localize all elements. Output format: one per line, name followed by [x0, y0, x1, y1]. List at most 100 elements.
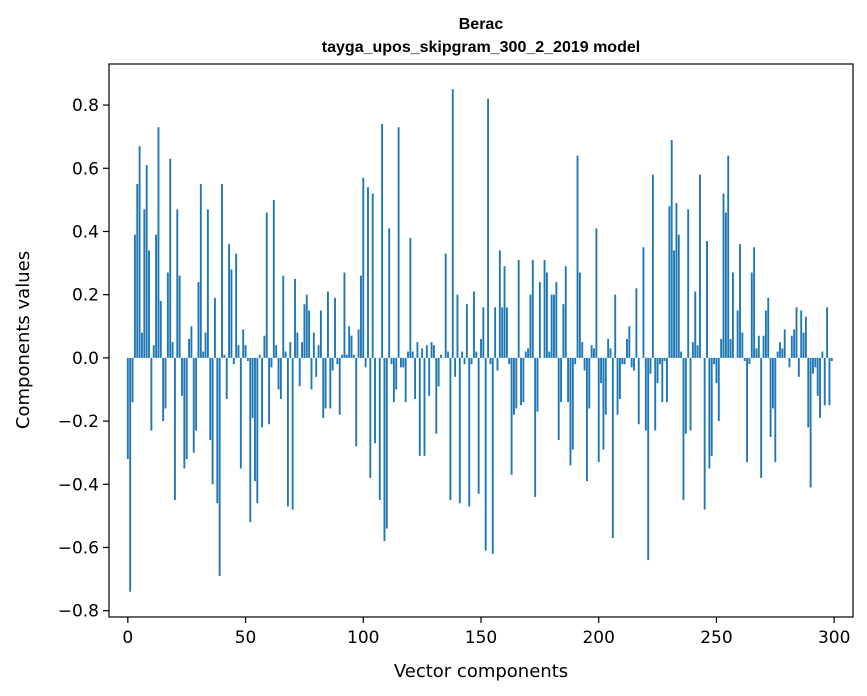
bar — [618, 357, 621, 399]
bar — [649, 357, 652, 374]
bar — [211, 357, 214, 485]
bar — [470, 357, 473, 365]
bar — [232, 357, 235, 365]
bar — [597, 357, 600, 463]
bar — [352, 354, 355, 358]
bar — [731, 272, 734, 358]
bar — [126, 357, 129, 459]
bar — [628, 326, 631, 358]
bar — [779, 342, 781, 358]
bar — [235, 253, 238, 358]
bar — [604, 357, 607, 415]
bar — [484, 357, 487, 551]
bar — [138, 146, 141, 358]
bar — [206, 209, 209, 358]
bar — [621, 357, 624, 365]
bar — [225, 357, 228, 399]
bar — [279, 357, 282, 399]
bar — [157, 127, 160, 358]
bar — [708, 357, 711, 469]
bar — [724, 212, 727, 358]
x-axis-label: Vector components — [394, 661, 568, 682]
bar — [465, 304, 468, 358]
bar — [633, 357, 635, 371]
bar — [538, 282, 541, 358]
x-tick-label: 250 — [700, 628, 732, 648]
bar — [480, 338, 482, 358]
bar — [404, 357, 407, 403]
bar — [472, 291, 475, 358]
bar — [501, 307, 504, 358]
bar — [581, 342, 584, 358]
bar — [691, 342, 694, 358]
bar — [148, 250, 150, 358]
bar — [739, 244, 741, 358]
bar — [246, 357, 249, 362]
bar — [152, 345, 155, 358]
bar — [169, 158, 172, 358]
chart-subtitle: tayga_upos_skipgram_300_2_2019 model — [322, 39, 640, 56]
bar — [475, 351, 478, 358]
bar — [687, 209, 690, 358]
bar — [524, 351, 527, 358]
bar — [802, 332, 805, 358]
bar — [131, 357, 134, 403]
bar — [301, 342, 304, 358]
bar — [498, 250, 501, 358]
bar — [447, 351, 449, 358]
bar — [230, 269, 233, 358]
bar — [298, 357, 301, 387]
bar — [371, 193, 374, 358]
bar — [162, 357, 165, 422]
bar — [819, 357, 821, 418]
bar — [197, 282, 200, 358]
y-axis-ticks: −0.8 −0.6 −0.4 −0.2 0.0 0.2 0.4 0.6 0.8 — [58, 96, 109, 622]
bar — [823, 357, 826, 406]
bar — [416, 342, 419, 358]
bar — [793, 329, 796, 358]
bar — [289, 342, 292, 358]
bar — [804, 316, 807, 358]
bar — [494, 307, 497, 358]
y-tick-label: 0.6 — [72, 159, 99, 179]
bar — [181, 357, 183, 396]
bar — [715, 357, 718, 384]
bar — [362, 177, 365, 358]
bar — [449, 357, 452, 501]
bar — [364, 357, 367, 368]
bar — [670, 139, 673, 358]
bar — [505, 307, 508, 358]
bar — [623, 357, 626, 365]
bar — [487, 98, 490, 358]
bar — [461, 351, 464, 358]
bar — [202, 351, 205, 358]
bar — [423, 357, 426, 456]
bar — [463, 357, 466, 365]
bar — [209, 357, 212, 441]
bar — [390, 357, 393, 365]
bar — [133, 234, 136, 358]
bar — [764, 310, 767, 358]
bar — [774, 357, 777, 463]
bar — [173, 357, 176, 501]
bar — [800, 310, 803, 358]
bar — [322, 357, 325, 418]
bar — [722, 193, 725, 358]
bar — [397, 127, 400, 358]
bar — [616, 357, 619, 415]
bar — [654, 357, 657, 431]
bar — [729, 338, 732, 358]
bar — [783, 329, 786, 358]
bar — [790, 335, 793, 358]
bar — [345, 354, 348, 358]
bar — [503, 266, 506, 358]
bar — [188, 338, 190, 358]
bar — [421, 348, 424, 358]
bar — [145, 165, 148, 358]
bar — [418, 357, 421, 456]
bar — [369, 357, 372, 478]
bar — [166, 272, 169, 358]
bar — [350, 335, 353, 358]
x-tick-label: 100 — [347, 628, 379, 648]
bar — [593, 348, 595, 358]
